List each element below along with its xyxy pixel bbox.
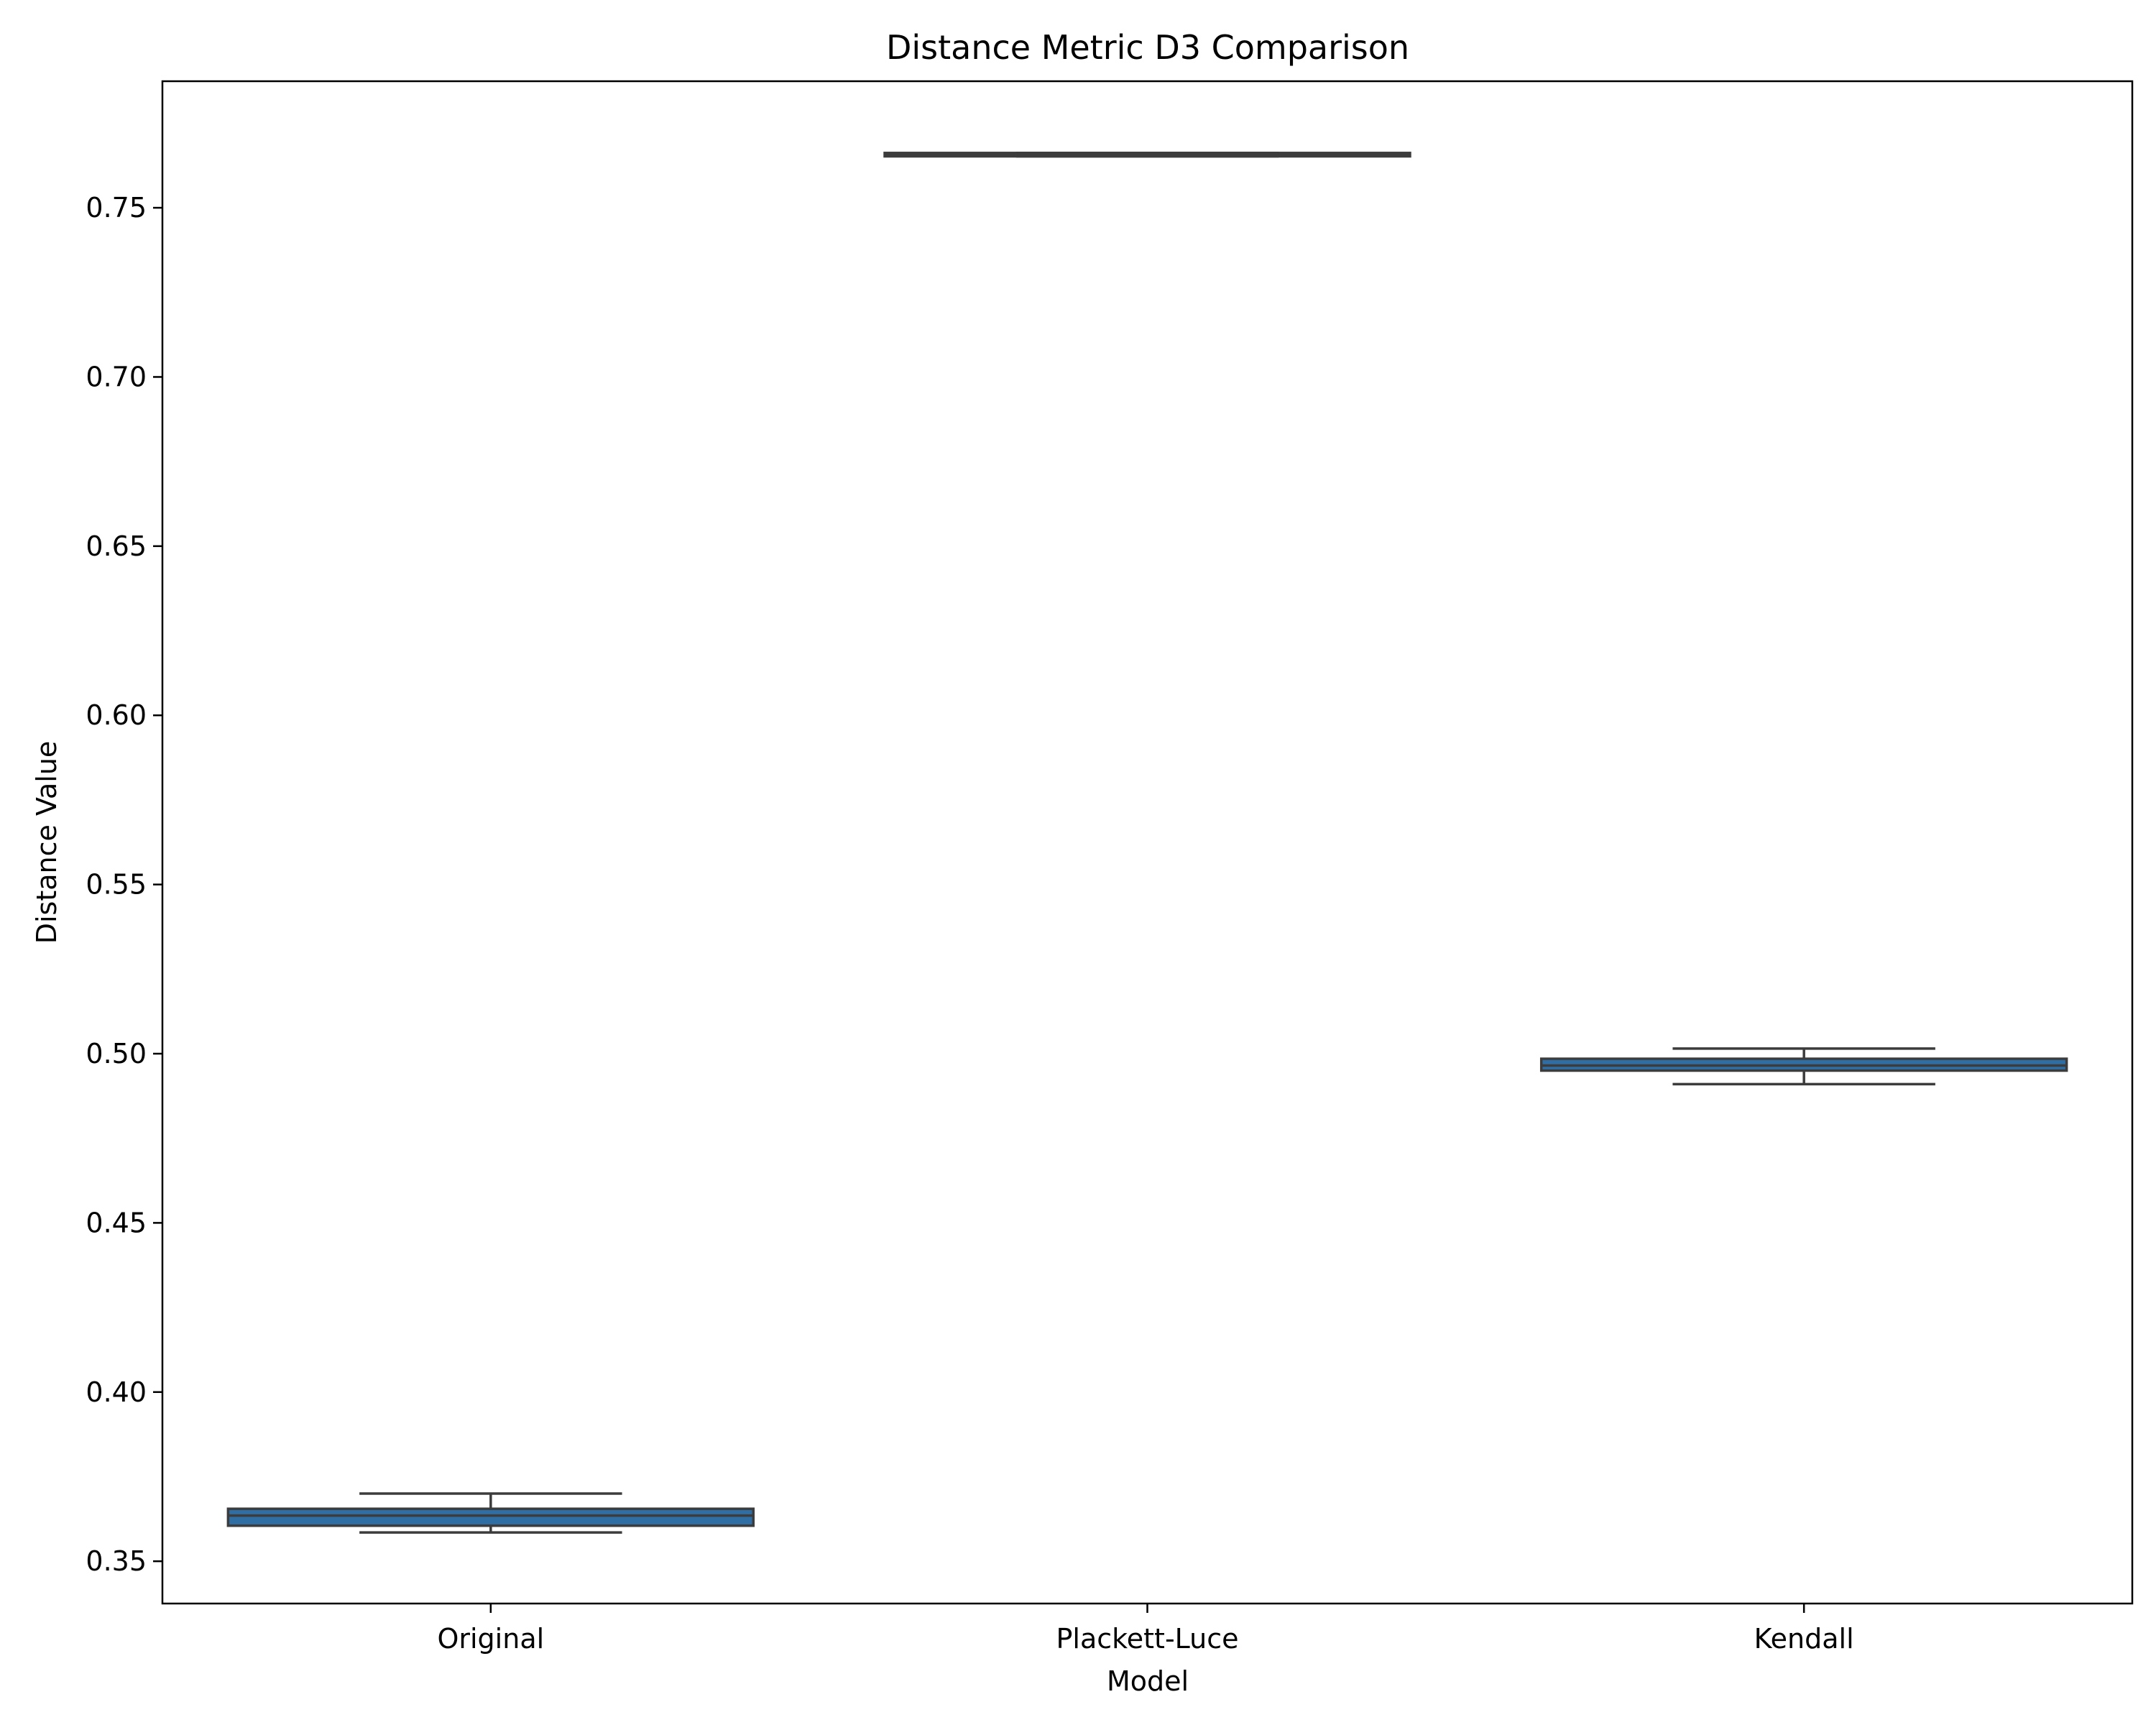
y-axis: 0.35 0.40 0.45 0.50 0.55 0.60 0.65 0.70 0.75 bbox=[86, 192, 162, 1577]
x-tick-label: Kendall bbox=[1754, 1623, 1854, 1655]
boxes-layer bbox=[226, 152, 2068, 1534]
y-tick-label: 0.45 bbox=[86, 1207, 147, 1238]
box-kendall bbox=[1539, 1047, 2068, 1086]
x-tick-label: Original bbox=[437, 1623, 544, 1655]
y-tick-label: 0.40 bbox=[86, 1376, 147, 1408]
iqr-box bbox=[226, 1507, 755, 1527]
plot-frame bbox=[161, 80, 2134, 1605]
chart-title: Distance Metric D3 Comparison bbox=[886, 28, 1409, 67]
y-tick-label: 0.75 bbox=[86, 192, 147, 224]
y-tick-label: 0.50 bbox=[86, 1038, 147, 1070]
y-tick-label: 0.35 bbox=[86, 1545, 147, 1577]
y-tick-label: 0.60 bbox=[86, 699, 147, 731]
box-plackett-luce bbox=[883, 152, 1411, 158]
y-tick-label: 0.55 bbox=[86, 869, 147, 901]
box-original bbox=[226, 1492, 755, 1534]
y-axis-title: Distance Value bbox=[31, 741, 63, 944]
x-axis: Original Plackett-Luce Kendall bbox=[437, 1604, 1854, 1655]
x-tick-label: Plackett-Luce bbox=[1056, 1623, 1238, 1655]
y-tick-label: 0.70 bbox=[86, 361, 147, 392]
y-tick-label: 0.65 bbox=[86, 530, 147, 562]
x-axis-title: Model bbox=[1107, 1665, 1189, 1697]
